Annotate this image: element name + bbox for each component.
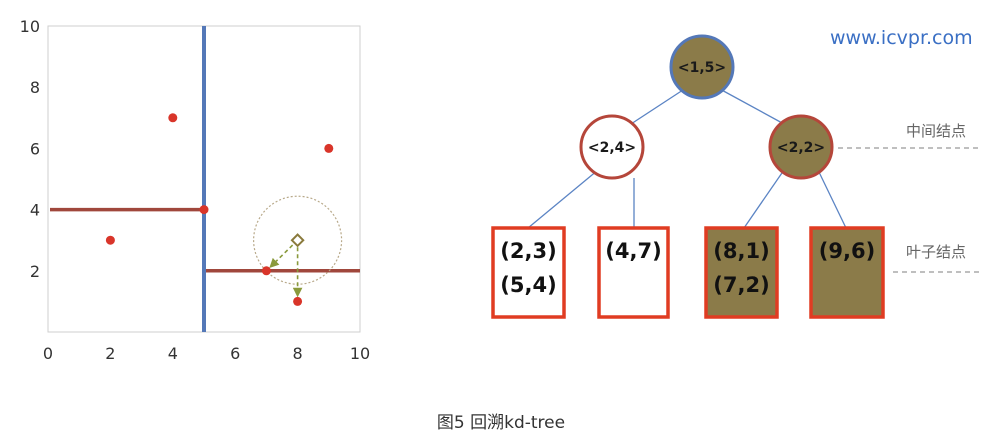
edge-root-right <box>717 87 785 125</box>
y-tick-label: 4 <box>30 201 40 220</box>
x-tick-label: 8 <box>293 344 303 363</box>
leaf-node-annotation: 叶子结点 <box>906 243 966 261</box>
kd-tree-diagram: <1,5> <2,4> <2,2> (2,3) (5,4) (4,7) (8,1… <box>491 27 982 319</box>
x-tick-label: 6 <box>230 344 240 363</box>
data-point <box>324 143 334 153</box>
y-tick-label: 6 <box>30 139 40 158</box>
x-tick-label: 10 <box>350 344 370 363</box>
tree-leaf-3 <box>704 226 779 319</box>
x-tick-label: 0 <box>43 344 53 363</box>
tree-leaf-4 <box>809 226 885 319</box>
y-tick-label: 8 <box>30 78 40 97</box>
leaf-1-line-2: (5,4) <box>500 273 556 297</box>
left-node-label: <2,4> <box>588 140 636 156</box>
data-point <box>293 296 303 306</box>
data-points <box>105 113 334 306</box>
data-point <box>105 235 115 245</box>
internal-node-annotation: 中间结点 <box>906 122 966 140</box>
x-tick-label: 2 <box>105 344 115 363</box>
right-node-label: <2,2> <box>777 140 825 156</box>
root-node-label: <1,5> <box>678 60 726 76</box>
figure-caption: 图5 回溯kd-tree <box>436 413 566 433</box>
x-tick-label: 4 <box>168 344 178 363</box>
tree-node-root <box>669 34 735 100</box>
edge-right-leaf3 <box>743 169 785 229</box>
tree-leaf-2 <box>597 226 670 319</box>
leaf-2-line-1: (4,7) <box>605 239 661 263</box>
search-arrow <box>269 239 299 268</box>
data-point <box>261 266 271 276</box>
tree-node-left <box>579 114 645 180</box>
y-tick-label: 10 <box>20 17 40 36</box>
data-point <box>199 205 209 215</box>
leaf-1-line-1: (2,3) <box>500 239 556 263</box>
edge-left-leaf1 <box>527 169 599 229</box>
tree-leaf-1 <box>491 226 566 319</box>
leaf-3-line-1: (8,1) <box>713 239 769 263</box>
y-tick-label: 2 <box>30 262 40 281</box>
tree-node-right <box>768 114 834 180</box>
split-lines <box>50 26 360 332</box>
data-point <box>168 113 178 123</box>
edge-right-leaf4 <box>817 169 847 229</box>
leaf-3-line-2: (7,2) <box>713 273 769 297</box>
search-region <box>253 195 343 298</box>
partition-plot: 0 2 4 6 8 10 10 8 6 4 2 <box>20 17 371 363</box>
leaf-4-line-1: (9,6) <box>819 239 875 263</box>
query-point <box>290 233 305 248</box>
y-axis-ticks: 10 8 6 4 2 <box>20 17 40 281</box>
edge-root-left <box>630 87 687 125</box>
x-axis-ticks: 0 2 4 6 8 10 <box>43 344 370 363</box>
site-watermark: www.icvpr.com <box>830 27 973 49</box>
